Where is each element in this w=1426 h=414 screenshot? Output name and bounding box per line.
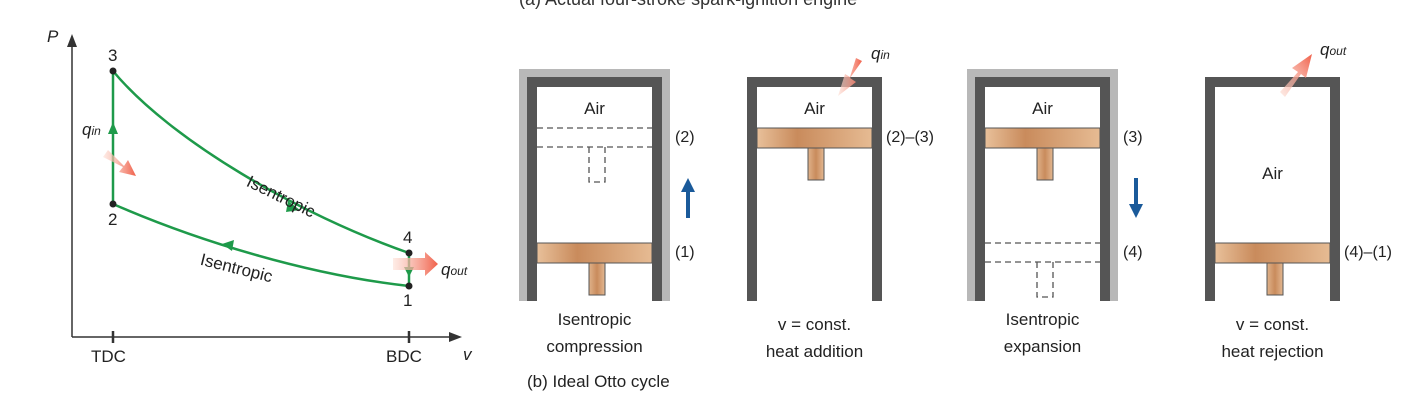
air-label-4: Air (1262, 164, 1283, 183)
piston-rod (1036, 147, 1054, 181)
state-2-3-label: (2)–(3) (886, 129, 935, 146)
caption-compression: Isentropic compression (546, 310, 643, 356)
p-axis-arrow-icon (67, 34, 77, 47)
point-3-label: 3 (108, 46, 118, 65)
air-label-1: Air (584, 99, 605, 118)
piston (984, 127, 1101, 149)
point-1-label: 1 (403, 291, 413, 310)
isentropic-expansion-line (112, 70, 410, 255)
cylinder-heat-addition (747, 58, 882, 301)
q-in-label-cyl: qin (871, 44, 890, 63)
piston-rod (588, 262, 606, 296)
cycle-lines (111, 70, 411, 288)
bottom-caption: (b) Ideal Otto cycle (527, 372, 670, 391)
v-axis-arrow-icon (449, 332, 462, 342)
compression-arrowhead-icon (222, 240, 234, 251)
air-label-2: Air (804, 99, 825, 118)
q-in-heat-arrow-icon (838, 58, 862, 96)
isentropic-compression-line (112, 202, 410, 288)
state-4-1-label: (4)–(1) (1344, 244, 1393, 261)
point-2 (109, 200, 117, 208)
q-out-label: qout (441, 260, 468, 279)
point-3 (109, 67, 117, 75)
expansion-arrowhead-icon (286, 201, 300, 212)
q-in-label: qin (82, 120, 101, 139)
q-in-heat-arrow-icon (103, 150, 136, 176)
piston-rod (807, 147, 825, 181)
dashed-piston-state-2 (537, 127, 652, 183)
up-arrowhead-icon (108, 122, 118, 134)
state-3-label: (3) (1123, 129, 1143, 146)
point-4-label: 4 (403, 228, 413, 247)
cylinder-heat-rejection (1205, 54, 1340, 301)
piston (1214, 242, 1331, 264)
cylinder-expansion (967, 69, 1143, 301)
axes (67, 34, 462, 343)
v-axis-label: v (463, 345, 472, 364)
motion-up-arrow-icon (681, 178, 695, 218)
piston (756, 127, 873, 149)
caption-expansion: Isentropic expansion (1003, 310, 1082, 356)
q-out-label-cyl: qout (1320, 40, 1347, 59)
state-1-label: (1) (675, 244, 695, 261)
caption-heat-rejection: v = const. heat rejection (1221, 315, 1324, 361)
top-caption: (a) Actual four-stroke spark-ignition en… (519, 0, 857, 10)
q-out-heat-arrow-icon (1280, 54, 1312, 97)
piston-rod (1266, 262, 1284, 296)
bdc-label: BDC (386, 347, 422, 366)
air-label-3: Air (1032, 99, 1053, 118)
q-out-heat-arrow-icon (393, 252, 438, 276)
cylinder-compression (519, 69, 695, 301)
tdc-label: TDC (91, 347, 126, 366)
point-4 (405, 249, 413, 257)
state-4-label: (4) (1123, 244, 1143, 261)
dashed-piston-state-4 (985, 242, 1100, 298)
point-2-label: 2 (108, 210, 118, 229)
point-1 (405, 282, 413, 290)
p-axis-label: P (47, 27, 59, 46)
caption-heat-addition: v = const. heat addition (765, 315, 864, 361)
motion-down-arrow-icon (1129, 178, 1143, 218)
state-2-label: (2) (675, 129, 695, 146)
piston (536, 242, 653, 264)
